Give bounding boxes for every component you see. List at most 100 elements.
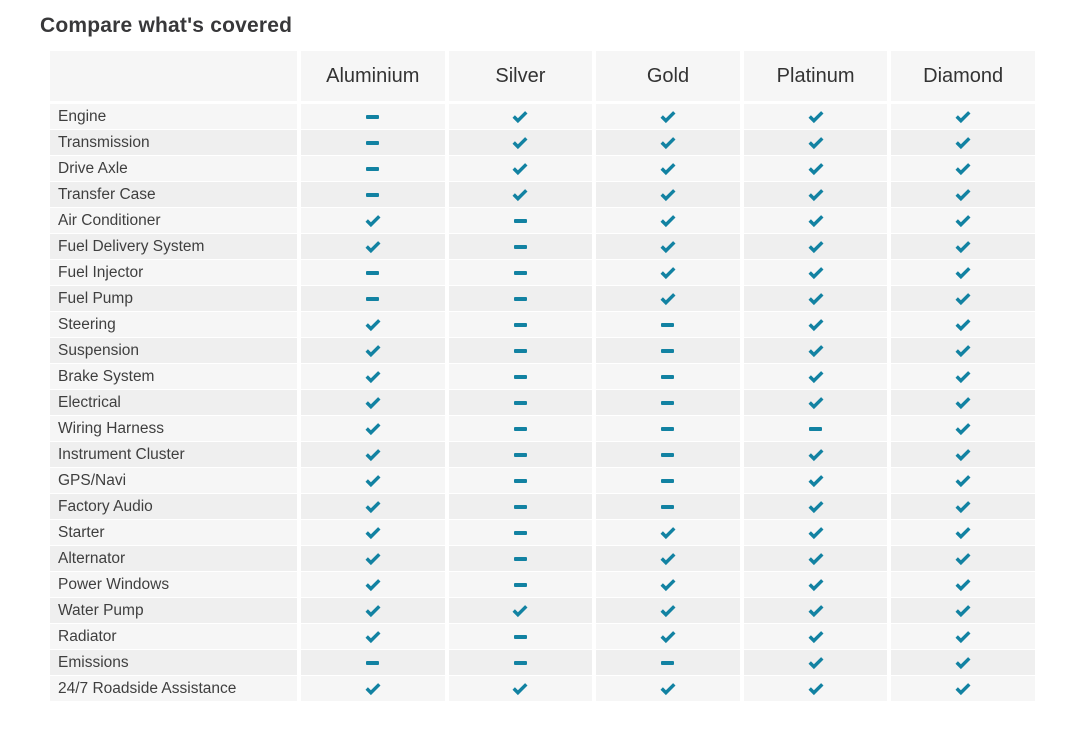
coverage-cell (743, 572, 888, 597)
coverage-cell (596, 416, 740, 441)
coverage-cell (301, 442, 445, 467)
coverage-cell (596, 260, 740, 285)
check-icon (954, 577, 972, 592)
row-label: Alternator (50, 546, 297, 571)
check-icon (364, 551, 382, 566)
coverage-cell (743, 390, 888, 415)
check-icon (511, 187, 529, 202)
coverage-cell (891, 130, 1035, 155)
check-icon (807, 395, 825, 410)
coverage-cell (743, 442, 888, 467)
check-icon (954, 603, 972, 618)
page-title: Compare what's covered (40, 14, 293, 37)
check-icon (364, 681, 382, 696)
coverage-cell (891, 520, 1035, 545)
coverage-cell (448, 234, 593, 259)
coverage-cell (301, 286, 445, 311)
dash-icon (366, 114, 380, 119)
coverage-cell (743, 598, 888, 623)
check-icon (364, 395, 382, 410)
check-icon (659, 525, 677, 540)
row-label: Transmission (50, 130, 297, 155)
check-icon (807, 473, 825, 488)
coverage-cell (891, 364, 1035, 389)
dash-icon (513, 426, 527, 431)
table-row: Transmission (50, 130, 1035, 155)
coverage-cell (743, 520, 888, 545)
column-header-gold: Gold (596, 51, 740, 101)
coverage-cell (448, 416, 593, 441)
check-icon (364, 629, 382, 644)
row-label: Factory Audio (50, 494, 297, 519)
coverage-cell (448, 624, 593, 649)
coverage-cell (596, 156, 740, 181)
coverage-cell (301, 208, 445, 233)
check-icon (364, 525, 382, 540)
check-icon (954, 473, 972, 488)
coverage-cell (743, 208, 888, 233)
coverage-cell (448, 650, 593, 675)
row-label: 24/7 Roadside Assistance (50, 676, 297, 701)
dash-icon (661, 400, 675, 405)
check-icon (954, 109, 972, 124)
row-label: Brake System (50, 364, 297, 389)
table-row: Emissions (50, 650, 1035, 675)
check-icon (954, 499, 972, 514)
coverage-cell (891, 650, 1035, 675)
dash-icon (513, 348, 527, 353)
table-row: Alternator (50, 546, 1035, 571)
row-label: Fuel Pump (50, 286, 297, 311)
coverage-cell (448, 130, 593, 155)
check-icon (807, 629, 825, 644)
table-row: Fuel Injector (50, 260, 1035, 285)
coverage-cell (448, 156, 593, 181)
check-icon (954, 239, 972, 254)
coverage-cell (448, 572, 593, 597)
check-icon (954, 265, 972, 280)
coverage-cell (448, 312, 593, 337)
dash-icon (513, 660, 527, 665)
coverage-cell (448, 546, 593, 571)
check-icon (659, 291, 677, 306)
coverage-cell (891, 494, 1035, 519)
coverage-cell (743, 182, 888, 207)
column-header-diamond: Diamond (891, 51, 1035, 101)
dash-icon (513, 530, 527, 535)
table-row: Steering (50, 312, 1035, 337)
table-row: Engine (50, 104, 1035, 129)
coverage-cell (301, 468, 445, 493)
check-icon (659, 681, 677, 696)
check-icon (364, 317, 382, 332)
dash-icon (366, 270, 380, 275)
check-icon (807, 265, 825, 280)
coverage-cell (301, 520, 445, 545)
check-icon (807, 369, 825, 384)
coverage-cell (596, 182, 740, 207)
coverage-cell (596, 546, 740, 571)
column-header-silver: Silver (448, 51, 593, 101)
row-label: Power Windows (50, 572, 297, 597)
coverage-cell (891, 338, 1035, 363)
table-row: Drive Axle (50, 156, 1035, 181)
check-icon (364, 343, 382, 358)
table-row: Starter (50, 520, 1035, 545)
dash-icon (513, 400, 527, 405)
coverage-cell (891, 546, 1035, 571)
check-icon (659, 239, 677, 254)
check-icon (807, 499, 825, 514)
check-icon (807, 109, 825, 124)
coverage-cell (448, 598, 593, 623)
coverage-cell (448, 442, 593, 467)
coverage-cell (891, 390, 1035, 415)
row-label: Fuel Injector (50, 260, 297, 285)
check-icon (364, 473, 382, 488)
coverage-cell (448, 182, 593, 207)
coverage-cell (743, 650, 888, 675)
coverage-cell (301, 650, 445, 675)
coverage-cell (743, 468, 888, 493)
table-row: Water Pump (50, 598, 1035, 623)
dash-icon (661, 348, 675, 353)
coverage-cell (743, 286, 888, 311)
coverage-cell (301, 338, 445, 363)
coverage-cell (301, 260, 445, 285)
